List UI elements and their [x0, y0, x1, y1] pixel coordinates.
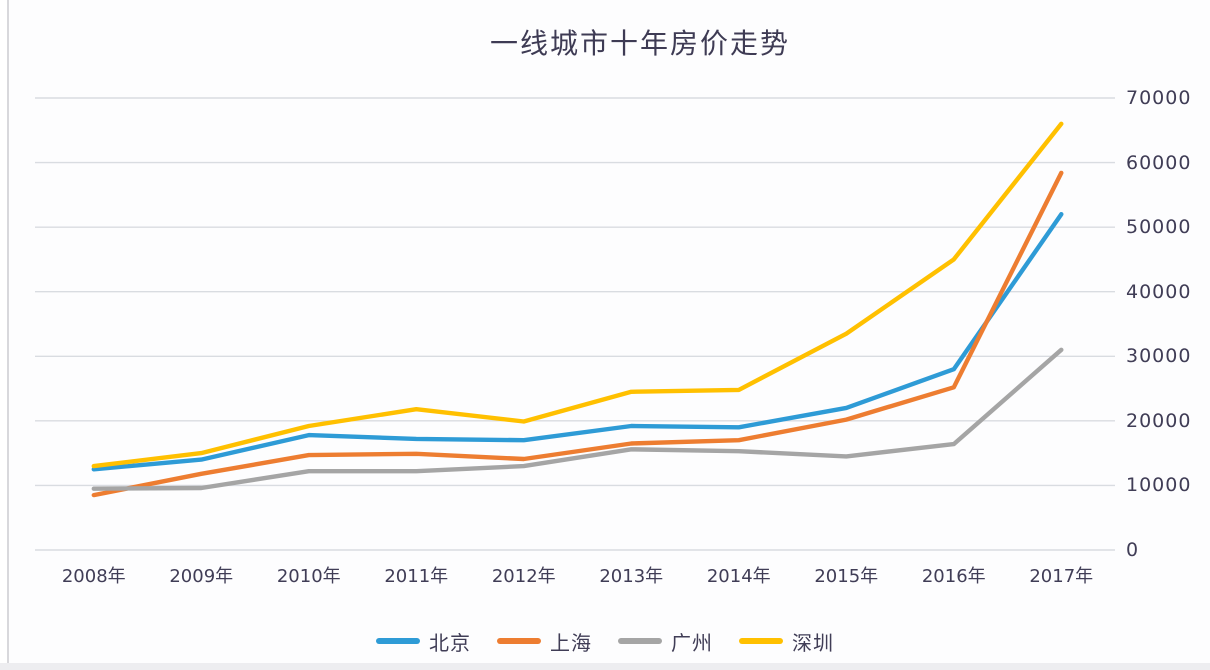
legend-item-1: 上海: [497, 627, 592, 656]
legend-item-0: 北京: [376, 627, 471, 656]
legend-swatch: [376, 638, 420, 644]
y-tick-label: 0: [1126, 539, 1140, 561]
series-line-2: [91, 347, 1064, 491]
x-tick-label: 2011年: [384, 566, 449, 587]
legend-label: 上海: [550, 630, 592, 655]
legend-label: 北京: [429, 630, 471, 655]
series-line-3: [91, 121, 1064, 469]
y-tick-label: 60000: [1126, 151, 1192, 174]
x-tick-label: 2014年: [706, 566, 771, 587]
chart-card: [9, 0, 1210, 663]
x-tick-label: 2010年: [276, 566, 341, 587]
x-tick-label: 2015年: [814, 566, 879, 587]
x-tick-label: 2009年: [169, 566, 234, 587]
x-tick-label: 2013年: [599, 566, 664, 587]
legend-item-3: 深圳: [739, 627, 834, 656]
y-tick-label: 40000: [1126, 280, 1192, 303]
x-tick-label: 2012年: [491, 566, 556, 587]
legend-label: 广州: [671, 630, 713, 655]
legend-swatch: [497, 638, 541, 644]
legend-item-2: 广州: [618, 627, 713, 656]
legend-label: 深圳: [792, 630, 834, 655]
y-tick-label: 20000: [1126, 409, 1192, 432]
y-tick-label: 70000: [1126, 87, 1192, 109]
chart-legend: 北京 上海 广州 深圳: [0, 624, 1210, 658]
left-edge-divider: [7, 0, 9, 670]
legend-swatch: [618, 638, 662, 644]
chart-title: 一线城市十年房价走势: [489, 27, 790, 60]
bottom-edge-strip: [0, 663, 1210, 670]
y-tick-label: 30000: [1126, 345, 1192, 368]
y-tick-label: 50000: [1126, 216, 1192, 239]
series-line-1: [91, 170, 1064, 498]
legend-swatch: [739, 638, 783, 644]
y-tick-label: 10000: [1126, 474, 1192, 497]
x-tick-label: 2016年: [921, 566, 986, 587]
x-tick-label: 2008年: [61, 566, 126, 587]
series-line-0: [91, 211, 1064, 472]
x-tick-label: 2017年: [1029, 566, 1094, 587]
